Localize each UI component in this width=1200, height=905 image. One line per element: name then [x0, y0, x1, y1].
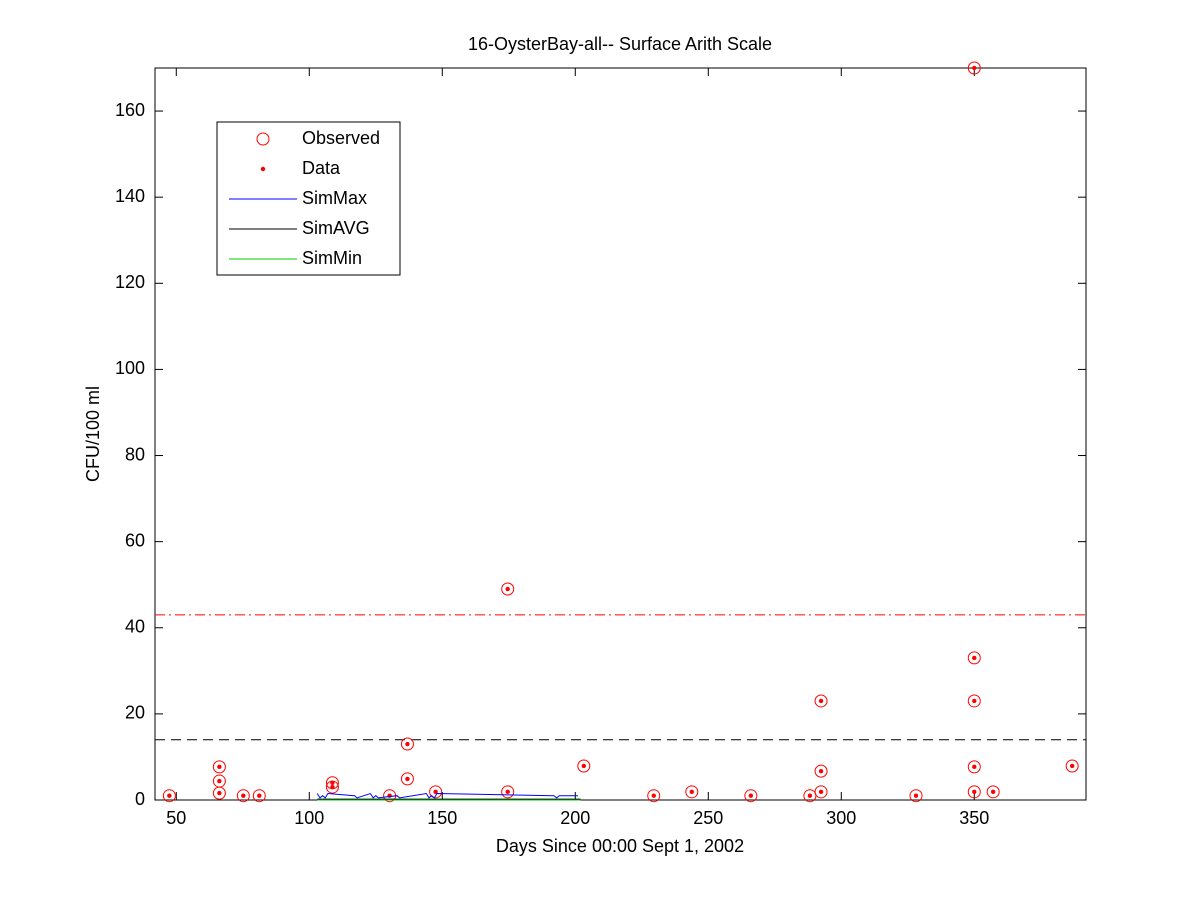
y-tick-label: 40 — [125, 617, 145, 637]
observed-point — [967, 694, 981, 708]
observed-point — [501, 785, 515, 799]
legend-label: SimMin — [302, 248, 362, 268]
observed-point — [967, 760, 981, 774]
observed-point — [501, 582, 515, 596]
data-point — [405, 776, 410, 782]
x-tick-label: 150 — [427, 808, 457, 828]
observed-point — [400, 772, 414, 786]
data-point — [1069, 763, 1075, 769]
data-point — [505, 586, 510, 592]
observed-point — [252, 789, 266, 803]
data-point — [990, 789, 996, 795]
observed-point — [577, 759, 591, 773]
data-point — [217, 764, 222, 770]
data-point — [807, 793, 813, 798]
data-point — [257, 793, 262, 798]
data-point — [972, 764, 977, 770]
data-point — [748, 793, 754, 798]
data-point — [217, 778, 222, 784]
x-tick-label: 350 — [959, 808, 989, 828]
observed-point — [967, 785, 981, 799]
sim-line — [316, 792, 578, 799]
data-point — [972, 655, 977, 661]
observed-point — [814, 764, 828, 778]
observed-point — [1065, 759, 1079, 773]
data-point — [972, 65, 977, 71]
data-point — [330, 780, 335, 785]
data-point — [818, 768, 824, 774]
data-point — [651, 793, 656, 798]
y-tick-label: 160 — [115, 100, 145, 120]
data-point — [405, 741, 410, 747]
observed-point — [212, 786, 226, 800]
x-tick-label: 100 — [294, 808, 324, 828]
y-tick-label: 80 — [125, 444, 145, 464]
x-tick-label: 50 — [166, 808, 186, 828]
legend-label: Observed — [302, 128, 380, 148]
data-point — [818, 789, 824, 795]
observed-point — [212, 760, 226, 774]
y-axis-label: CFU/100 ml — [83, 386, 103, 482]
observed-point — [162, 789, 176, 803]
observed-point — [967, 651, 981, 665]
data-point — [217, 790, 222, 796]
y-tick-label: 100 — [115, 358, 145, 378]
y-tick-label: 120 — [115, 272, 145, 292]
observed-point — [236, 789, 250, 803]
data-point — [241, 793, 246, 798]
legend-label: SimAVG — [302, 218, 370, 238]
plot-area — [154, 67, 1087, 801]
observed-point — [744, 789, 758, 803]
legend-symbol — [260, 166, 266, 172]
observed-point — [986, 785, 1000, 799]
data-point — [972, 789, 977, 795]
y-tick-label: 60 — [125, 530, 145, 550]
observed-point — [814, 785, 828, 799]
x-tick-label: 300 — [826, 808, 856, 828]
data-point — [689, 789, 694, 795]
x-tick-label: 200 — [560, 808, 590, 828]
y-tick-label: 0 — [135, 789, 145, 809]
y-tick-label: 140 — [115, 186, 145, 206]
data-point — [330, 784, 335, 790]
legend-label: Data — [302, 158, 341, 178]
observed-point — [400, 737, 414, 751]
chart-title: 16-OysterBay-all-- Surface Arith Scale — [468, 34, 772, 54]
observed-point — [685, 785, 699, 799]
x-axis-label: Days Since 00:00 Sept 1, 2002 — [496, 836, 744, 856]
observed-point — [647, 789, 661, 803]
observed-point — [429, 785, 443, 799]
observed-point — [814, 694, 828, 708]
observed-point — [909, 789, 923, 803]
legend-symbol — [256, 132, 270, 146]
data-point — [433, 789, 438, 795]
data-point — [167, 793, 172, 798]
data-point — [972, 698, 977, 704]
data-point — [581, 763, 586, 769]
x-tick-label: 250 — [693, 808, 723, 828]
data-point — [818, 698, 824, 704]
data-point — [913, 793, 919, 798]
observed-point — [967, 61, 981, 75]
y-tick-label: 20 — [125, 703, 145, 723]
data-point — [505, 789, 510, 795]
legend-label: SimMax — [302, 188, 367, 208]
